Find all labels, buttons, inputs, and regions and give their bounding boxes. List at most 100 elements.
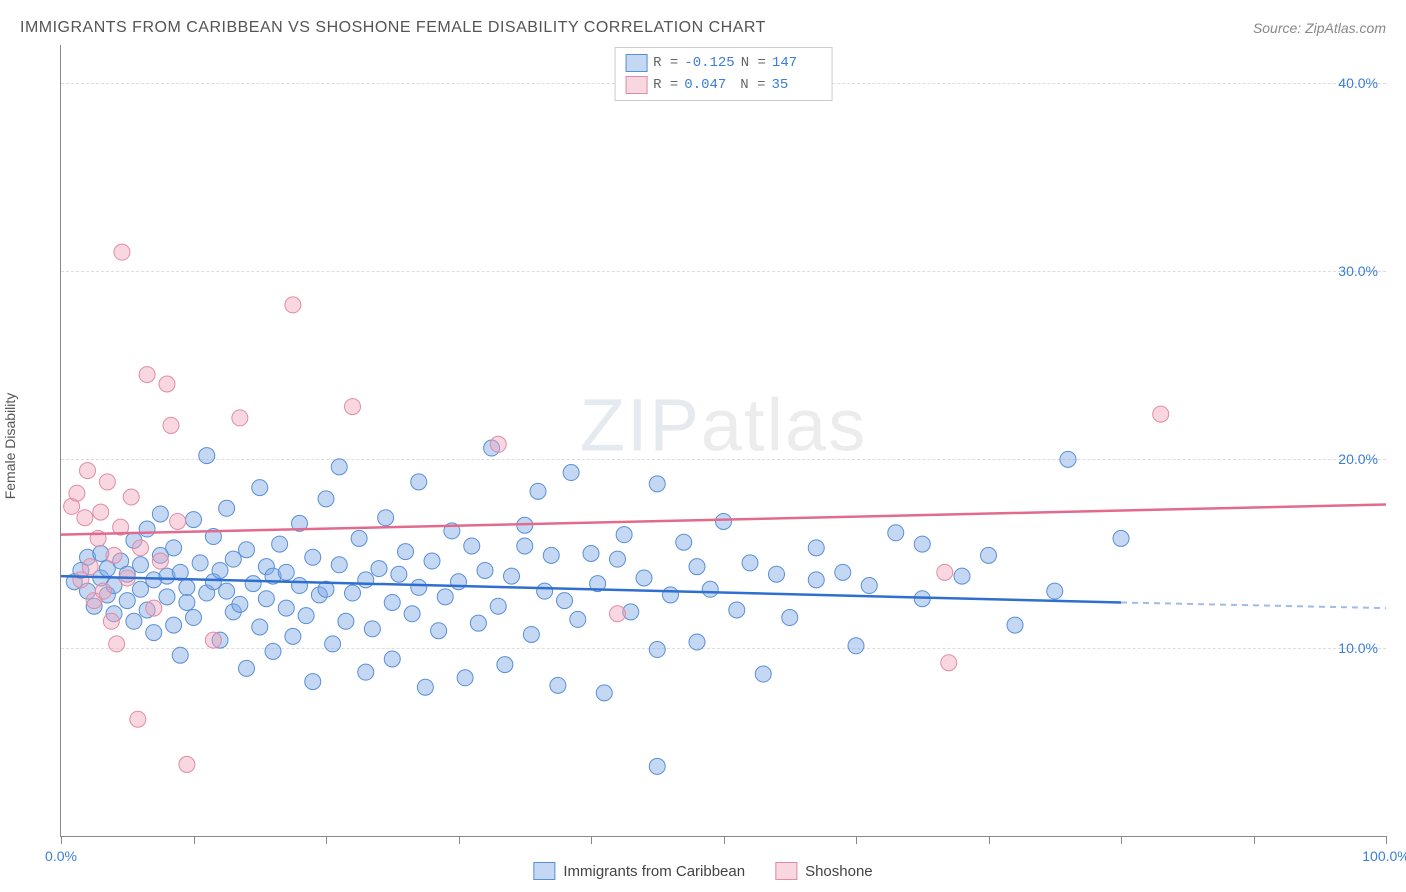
- data-point: [835, 564, 851, 580]
- data-point: [861, 578, 877, 594]
- data-point: [205, 632, 221, 648]
- data-point: [278, 564, 294, 580]
- data-point: [755, 666, 771, 682]
- data-point: [245, 576, 261, 592]
- data-point: [119, 593, 135, 609]
- legend-item-caribbean: Immigrants from Caribbean: [533, 862, 745, 880]
- data-point: [769, 566, 785, 582]
- data-point: [305, 674, 321, 690]
- x-tick: [459, 836, 460, 844]
- data-point: [649, 476, 665, 492]
- data-point: [82, 559, 98, 575]
- data-point: [232, 410, 248, 426]
- data-point: [159, 589, 175, 605]
- data-point: [411, 579, 427, 595]
- data-point: [239, 542, 255, 558]
- data-point: [808, 572, 824, 588]
- x-tick: [194, 836, 195, 844]
- data-point: [543, 547, 559, 563]
- data-point: [325, 636, 341, 652]
- data-point: [146, 625, 162, 641]
- data-point: [179, 579, 195, 595]
- data-point: [1153, 406, 1169, 422]
- data-point: [265, 643, 281, 659]
- data-point: [146, 600, 162, 616]
- x-tick: [989, 836, 990, 844]
- data-point: [133, 540, 149, 556]
- data-point: [159, 376, 175, 392]
- data-point: [258, 591, 274, 607]
- data-point: [358, 572, 374, 588]
- data-point: [318, 491, 334, 507]
- data-point: [170, 513, 186, 529]
- data-point: [219, 583, 235, 599]
- data-point: [199, 448, 215, 464]
- data-point: [338, 613, 354, 629]
- data-point: [782, 610, 798, 626]
- x-tick: [724, 836, 725, 844]
- data-point: [179, 756, 195, 772]
- data-point: [523, 626, 539, 642]
- data-point: [371, 561, 387, 577]
- n-value-caribbean: 147: [772, 52, 822, 74]
- data-point: [517, 538, 533, 554]
- data-point: [130, 711, 146, 727]
- data-point: [417, 679, 433, 695]
- data-point: [550, 677, 566, 693]
- plot-container: ZIPatlas R = -0.125 N = 147 R = 0.047 N …: [50, 45, 1386, 837]
- swatch-caribbean-icon: [533, 862, 555, 880]
- data-point: [109, 636, 125, 652]
- data-point: [179, 594, 195, 610]
- data-point: [69, 485, 85, 501]
- data-point: [139, 367, 155, 383]
- scatter-svg: [61, 45, 1386, 836]
- data-point: [729, 602, 745, 618]
- data-point: [437, 589, 453, 605]
- data-point: [888, 525, 904, 541]
- data-point: [537, 583, 553, 599]
- data-point: [610, 606, 626, 622]
- data-point: [378, 510, 394, 526]
- data-point: [616, 527, 632, 543]
- data-point: [914, 536, 930, 552]
- data-point: [941, 655, 957, 671]
- swatch-shoshone-icon: [775, 862, 797, 880]
- data-point: [497, 657, 513, 673]
- legend-label-shoshone: Shoshone: [805, 863, 873, 880]
- data-point: [490, 436, 506, 452]
- n-value-shoshone: 35: [772, 74, 822, 96]
- data-point: [239, 660, 255, 676]
- data-point: [114, 244, 130, 260]
- data-point: [186, 512, 202, 528]
- swatch-caribbean: [625, 54, 647, 72]
- data-point: [192, 555, 208, 571]
- data-point: [808, 540, 824, 556]
- data-point: [384, 651, 400, 667]
- data-point: [937, 564, 953, 580]
- data-point: [166, 540, 182, 556]
- data-point: [133, 581, 149, 597]
- data-point: [305, 549, 321, 565]
- data-point: [530, 483, 546, 499]
- data-point: [364, 621, 380, 637]
- data-point: [689, 634, 705, 650]
- data-point: [106, 547, 122, 563]
- chart-header: IMMIGRANTS FROM CARIBBEAN VS SHOSHONE FE…: [0, 0, 1406, 48]
- data-point: [172, 647, 188, 663]
- data-point: [278, 600, 294, 616]
- data-point: [95, 583, 111, 599]
- data-point: [331, 557, 347, 573]
- trend-line-extrapolated: [1121, 602, 1386, 608]
- data-point: [331, 459, 347, 475]
- data-point: [398, 544, 414, 560]
- data-point: [464, 538, 480, 554]
- data-point: [126, 613, 142, 629]
- data-point: [345, 585, 361, 601]
- legend-row-shoshone: R = 0.047 N = 35: [625, 74, 822, 96]
- x-tick: [1121, 836, 1122, 844]
- data-point: [285, 628, 301, 644]
- data-point: [103, 613, 119, 629]
- series-legend: Immigrants from Caribbean Shoshone: [533, 862, 872, 880]
- data-point: [702, 581, 718, 597]
- x-tick: [1386, 836, 1387, 844]
